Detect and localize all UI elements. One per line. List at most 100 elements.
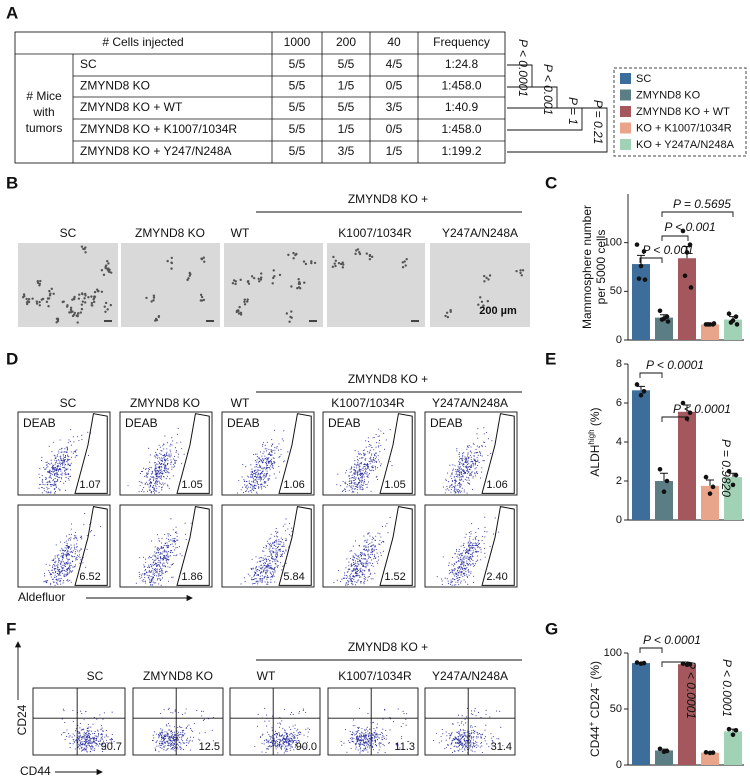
event [246, 487, 248, 489]
event [447, 583, 449, 585]
event [381, 738, 383, 740]
event [76, 550, 78, 552]
event [147, 484, 149, 486]
event [149, 580, 151, 582]
sphere [298, 282, 301, 286]
event [55, 483, 57, 485]
event [351, 565, 353, 567]
event [380, 731, 382, 734]
event [150, 563, 152, 566]
legend-swatch [620, 122, 631, 134]
event [276, 737, 278, 739]
event [68, 537, 70, 540]
event [87, 735, 89, 737]
event [59, 477, 61, 479]
event [48, 445, 50, 447]
event [159, 452, 161, 454]
event [454, 563, 456, 565]
event [154, 461, 156, 464]
event [60, 571, 62, 573]
event [153, 554, 155, 556]
event [160, 453, 162, 456]
event [457, 482, 459, 485]
event [461, 459, 463, 461]
event [85, 736, 87, 739]
event [458, 737, 460, 739]
event [476, 460, 478, 463]
event [458, 452, 460, 454]
event [54, 477, 56, 480]
event [72, 720, 74, 723]
event [458, 733, 461, 735]
event [457, 489, 459, 491]
event [457, 581, 459, 583]
event [369, 570, 371, 572]
event [267, 542, 269, 544]
event [364, 578, 366, 581]
event [360, 750, 362, 752]
event [170, 744, 172, 747]
event [166, 741, 168, 743]
event [290, 729, 292, 731]
event [468, 732, 470, 735]
event [359, 551, 362, 553]
event [65, 476, 67, 479]
event [472, 555, 474, 558]
event [273, 734, 276, 736]
event [271, 445, 273, 447]
gate-value: 1.86 [181, 571, 202, 583]
event [354, 744, 356, 746]
event [359, 743, 361, 745]
event [74, 456, 76, 458]
event [101, 748, 104, 750]
event [284, 523, 286, 525]
sphere [483, 280, 486, 283]
event [378, 556, 380, 558]
event [370, 564, 372, 566]
event [378, 439, 381, 442]
event [47, 466, 49, 468]
event [344, 584, 347, 586]
sphere [289, 315, 292, 319]
event [83, 735, 85, 737]
event [154, 482, 156, 484]
event [351, 477, 353, 479]
event [79, 740, 81, 742]
event [111, 738, 113, 740]
event [183, 453, 185, 455]
event [466, 731, 468, 733]
sphere [310, 260, 313, 263]
event [356, 570, 358, 572]
event [51, 559, 53, 561]
event [91, 748, 93, 750]
event [374, 545, 376, 547]
event [149, 461, 151, 463]
event [252, 481, 254, 483]
event [369, 535, 371, 537]
event [57, 568, 59, 571]
sphere [519, 269, 522, 272]
event [373, 459, 376, 461]
event [357, 478, 360, 480]
event [365, 453, 367, 455]
event [272, 457, 274, 459]
event [349, 550, 351, 552]
sphere [404, 264, 407, 267]
sphere [285, 312, 289, 315]
event [202, 719, 204, 722]
event [272, 574, 274, 576]
event [467, 455, 469, 457]
event [481, 734, 483, 736]
event [242, 492, 245, 494]
event [163, 448, 165, 450]
event [270, 736, 273, 738]
event [62, 461, 64, 463]
event [169, 456, 171, 458]
event [86, 750, 88, 752]
event [400, 738, 402, 740]
event [99, 740, 101, 743]
event [473, 729, 475, 731]
sphere [260, 276, 263, 279]
event [201, 715, 203, 717]
event [56, 582, 58, 584]
